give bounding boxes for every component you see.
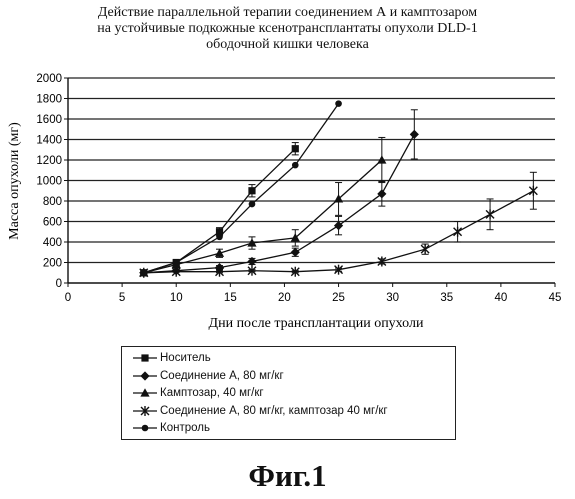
legend-label: Носитель <box>160 351 211 365</box>
legend-label: Контроль <box>160 421 210 435</box>
data-point <box>454 227 462 237</box>
data-point <box>334 221 343 230</box>
legend-marker <box>141 354 148 361</box>
series-line <box>144 160 382 273</box>
y-tick-label: 800 <box>43 196 62 208</box>
data-point <box>291 248 300 257</box>
y-tick-label: 400 <box>43 237 62 249</box>
data-point <box>248 187 255 194</box>
x-tick-label: 5 <box>119 292 125 304</box>
legend: Носитель Соединение А, 80 мг/кг Камптозар,… <box>121 346 456 440</box>
data-point <box>421 244 429 254</box>
x-tick-label: 45 <box>549 292 562 304</box>
x-tick-label: 35 <box>440 292 453 304</box>
data-point <box>410 130 419 139</box>
data-point <box>335 100 342 107</box>
x-tick-label: 30 <box>386 292 399 304</box>
legend-marker <box>140 371 149 380</box>
data-point <box>377 189 386 198</box>
series-group <box>139 100 537 277</box>
legend-swatch <box>132 369 158 383</box>
data-point <box>529 186 537 196</box>
data-point <box>249 201 256 208</box>
series-line <box>144 134 415 272</box>
series-line <box>144 104 339 273</box>
legend-swatch <box>132 404 158 418</box>
legend-label: Соединение А, 80 мг/кг <box>160 369 284 383</box>
y-tick-label: 200 <box>43 258 62 270</box>
data-point <box>292 145 299 152</box>
y-tick-label: 0 <box>56 278 62 290</box>
x-tick-label: 10 <box>170 292 183 304</box>
y-tick-label: 1200 <box>36 155 62 167</box>
y-tick-label: 1400 <box>36 135 62 147</box>
series-2 <box>139 110 419 278</box>
series-3 <box>139 137 386 276</box>
legend-swatch <box>132 421 158 435</box>
data-point <box>216 234 223 241</box>
legend-swatch <box>132 386 158 400</box>
x-axis-label: Дни после трансплантации опухоли <box>209 316 424 331</box>
x-tick-label: 40 <box>494 292 507 304</box>
legend-swatch <box>132 351 158 365</box>
tick-labels: 0 200 400 600 800 1000 1200 1400 1600 1800 2000 0 5 1… <box>36 73 561 304</box>
data-point <box>292 162 299 169</box>
line-chart: 0 200 400 600 800 1000 1200 1400 1600 1800 2000 0 5 1… <box>0 0 575 345</box>
y-tick-label: 2000 <box>36 73 62 85</box>
legend-marker <box>142 425 149 432</box>
x-tick-label: 0 <box>65 292 71 304</box>
grid <box>68 78 555 263</box>
data-point <box>486 209 494 219</box>
series-5 <box>140 100 341 276</box>
legend-label: Соединение А, 80 мг/кг, камптозар 40 мг/… <box>160 404 388 418</box>
axes <box>64 78 555 287</box>
data-point <box>173 259 180 266</box>
y-tick-label: 1800 <box>36 94 62 106</box>
x-tick-label: 15 <box>224 292 237 304</box>
y-tick-label: 1600 <box>36 114 62 126</box>
data-point <box>140 269 147 276</box>
x-tick-label: 20 <box>278 292 291 304</box>
figure-caption: Фиг.1 <box>0 458 575 494</box>
legend-label: Камптозар, 40 мг/кг <box>160 386 264 400</box>
y-tick-label: 1000 <box>36 176 62 188</box>
y-axis-label: Масса опухоли (мг) <box>7 122 22 240</box>
y-tick-label: 600 <box>43 217 62 229</box>
x-tick-label: 25 <box>332 292 345 304</box>
